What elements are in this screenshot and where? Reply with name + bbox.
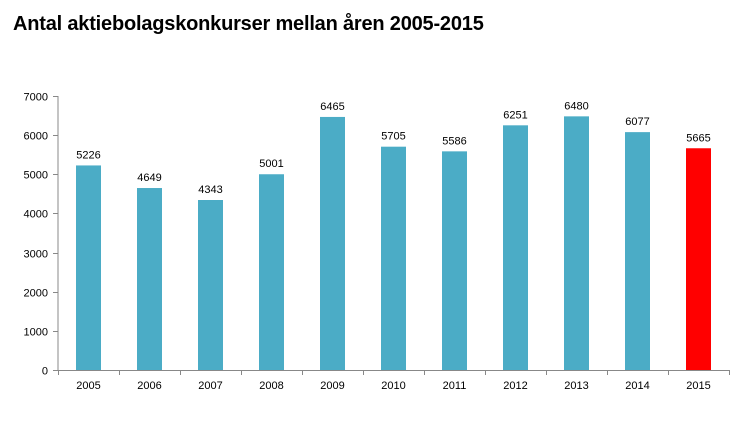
- chart-title: Antal aktiebolagskonkurser mellan åren 2…: [13, 13, 484, 35]
- x-tick-label: 2006: [137, 380, 161, 392]
- x-tick-label: 2005: [76, 380, 100, 392]
- data-labels: 5226 4649 4343 5001 6465 5705 5586 6251 6480 6077…: [76, 100, 710, 196]
- x-tick-label: 2015: [686, 380, 710, 392]
- y-tick-label: 3000: [24, 249, 48, 261]
- bars: [76, 116, 711, 371]
- data-label-2008: 5001: [259, 158, 283, 170]
- y-tick-label: 2000: [24, 288, 48, 300]
- data-label-2007: 4343: [198, 184, 222, 196]
- x-tick-label: 2013: [564, 380, 588, 392]
- data-label-2011: 5586: [442, 135, 466, 147]
- bar-2015: [686, 148, 711, 370]
- y-tick-label: 1000: [24, 327, 48, 339]
- bar-2007: [198, 200, 223, 370]
- bar-2013: [564, 116, 589, 371]
- bar-2012: [503, 125, 528, 371]
- bar-2010: [381, 146, 406, 370]
- bar-2006: [137, 188, 162, 370]
- data-label-2013: 6480: [564, 100, 588, 112]
- bar-2005: [76, 165, 101, 370]
- x-tick-label: 2014: [625, 380, 649, 392]
- y-tick-label: 0: [42, 366, 48, 378]
- x-axis: 2005 2006 2007 2008 2009 2010 2011 2012 2013 2014…: [58, 370, 730, 392]
- data-label-2010: 5705: [381, 131, 405, 143]
- data-label-2015: 5665: [686, 132, 710, 144]
- x-tick-label: 2007: [198, 380, 222, 392]
- x-tick-label: 2011: [443, 380, 467, 392]
- y-axis: 0 1000 2000 3000 4000 5000 6000 7000: [24, 92, 59, 378]
- data-label-2014: 6077: [625, 116, 649, 128]
- bar-2014: [625, 132, 650, 370]
- x-tick-label: 2008: [259, 380, 283, 392]
- x-tick-label: 2009: [320, 380, 344, 392]
- y-tick-label: 6000: [24, 131, 48, 143]
- data-label-2009: 6465: [320, 101, 344, 113]
- bar-2011: [442, 151, 467, 370]
- x-tick-label: 2012: [503, 380, 527, 392]
- bar-2009: [320, 116, 345, 370]
- y-tick-label: 5000: [24, 170, 48, 182]
- bar-2008: [259, 174, 284, 370]
- data-label-2012: 6251: [503, 109, 527, 121]
- y-tick-label: 7000: [24, 92, 48, 104]
- y-tick-label: 4000: [24, 209, 48, 221]
- data-label-2005: 5226: [76, 149, 100, 161]
- x-tick-label: 2010: [381, 380, 405, 392]
- data-label-2006: 4649: [137, 172, 161, 184]
